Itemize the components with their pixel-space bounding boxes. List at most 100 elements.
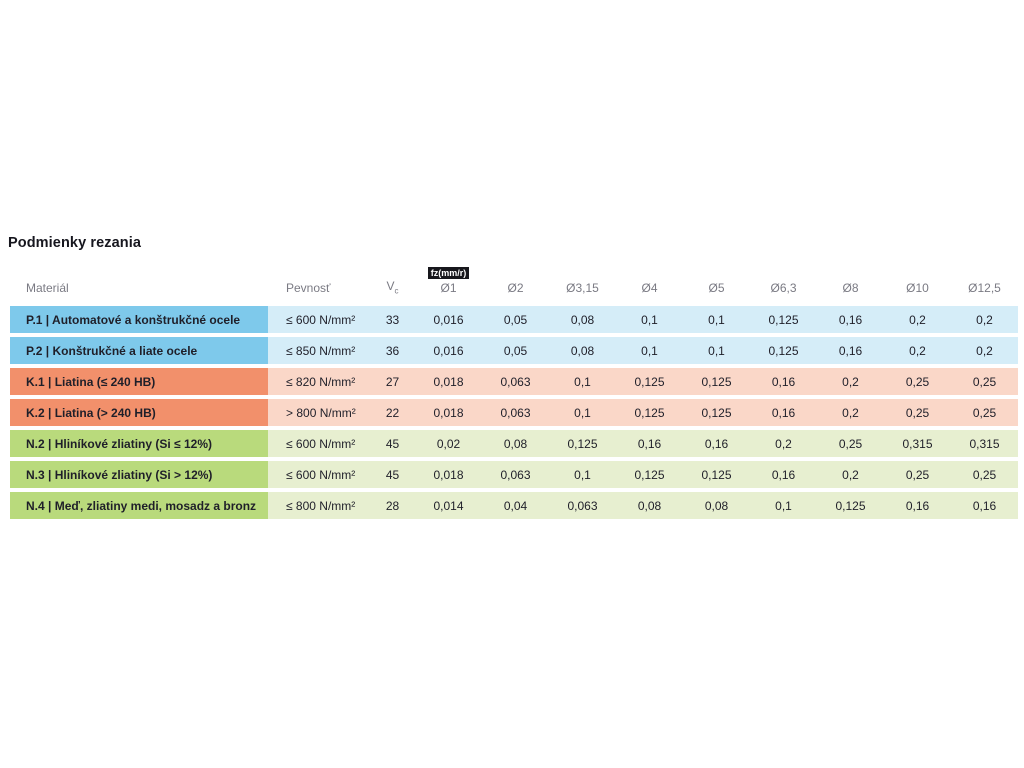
feed-cell: 0,1 [683,337,750,364]
feed-cell: 0,25 [951,461,1018,488]
feed-cell: 0,016 [415,306,482,333]
vc-symbol: V [386,278,395,293]
column-header-diameter-4: Ø4 [616,261,683,302]
feed-cell: 0,1 [683,306,750,333]
feed-cell: 0,25 [884,368,951,395]
strength-cell: ≤ 820 N/mm² [268,368,370,395]
feed-cell: 0,16 [817,337,884,364]
feed-cell: 0,018 [415,368,482,395]
feed-cell: 0,125 [683,368,750,395]
feed-cell: 0,2 [817,461,884,488]
feed-cell: 0,315 [884,430,951,457]
table-header-row: Materiál Pevnosť Vc fz(mm/r) Ø1 Ø2 Ø3,15… [10,261,1018,302]
strength-cell: ≤ 600 N/mm² [268,306,370,333]
table-row: K.2 | Liatina (> 240 HB) > 800 N/mm² 22 0,0… [10,399,1018,426]
diameter-label: Ø1 [440,281,457,295]
page-title: Podmienky rezania [8,235,142,251]
column-header-cutting-speed: Vc [370,261,415,302]
feed-cell: 0,125 [616,399,683,426]
material-cell: P.1 | Automatové a konštrukčné ocele [10,306,268,333]
feed-cell: 0,1 [549,399,616,426]
material-cell: N.3 | Hliníkové zliatiny (Si > 12%) [10,461,268,488]
strength-cell: ≤ 850 N/mm² [268,337,370,364]
feed-cell: 0,2 [951,306,1018,333]
feed-cell: 0,25 [884,399,951,426]
feed-cell: 0,125 [616,461,683,488]
feed-cell: 0,1 [750,492,817,519]
table-row: N.3 | Hliníkové zliatiny (Si > 12%) ≤ 600… [10,461,1018,488]
feed-cell: 0,063 [549,492,616,519]
feed-cell: 0,2 [951,337,1018,364]
feed-cell: 0,08 [683,492,750,519]
feed-cell: 0,125 [549,430,616,457]
feed-cell: 0,1 [616,306,683,333]
feed-cell: 0,1 [616,337,683,364]
feed-cell: 0,16 [616,430,683,457]
feed-cell: 0,16 [884,492,951,519]
feed-cell: 0,05 [482,306,549,333]
feed-cell: 0,125 [817,492,884,519]
feed-cell: 0,125 [750,337,817,364]
column-header-diameter-7: Ø8 [817,261,884,302]
feed-cell: 0,2 [817,368,884,395]
material-cell: K.2 | Liatina (> 240 HB) [10,399,268,426]
feed-cell: 0,25 [884,461,951,488]
feed-cell: 0,125 [616,368,683,395]
feed-cell: 0,05 [482,337,549,364]
feed-cell: 0,125 [683,399,750,426]
column-header-diameter-6: Ø6,3 [750,261,817,302]
column-header-diameter-1: fz(mm/r) Ø1 [415,261,482,302]
strength-cell: ≤ 600 N/mm² [268,461,370,488]
feed-cell: 0,08 [549,337,616,364]
feed-cell: 0,1 [549,461,616,488]
table-row: K.1 | Liatina (≤ 240 HB) ≤ 820 N/mm² 27 0,0… [10,368,1018,395]
fz-unit-badge: fz(mm/r) [427,267,470,279]
column-header-diameter-5: Ø5 [683,261,750,302]
feed-cell: 0,08 [482,430,549,457]
feed-cell: 0,063 [482,399,549,426]
vc-subscript: c [394,286,399,295]
feed-cell: 0,2 [750,430,817,457]
feed-cell: 0,02 [415,430,482,457]
feed-cell: 0,16 [750,461,817,488]
column-header-diameter-3: Ø3,15 [549,261,616,302]
cutting-speed-cell: 45 [370,430,415,457]
material-cell: N.4 | Meď, zliatiny medi, mosadz a bronz [10,492,268,519]
feed-cell: 0,018 [415,399,482,426]
feed-cell: 0,16 [951,492,1018,519]
feed-cell: 0,063 [482,368,549,395]
cutting-speed-cell: 45 [370,461,415,488]
feed-cell: 0,08 [549,306,616,333]
feed-cell: 0,04 [482,492,549,519]
cutting-speed-cell: 28 [370,492,415,519]
table-row: N.2 | Hliníkové zliatiny (Si ≤ 12%) ≤ 600… [10,430,1018,457]
feed-cell: 0,25 [951,399,1018,426]
feed-cell: 0,2 [884,306,951,333]
feed-cell: 0,125 [683,461,750,488]
column-header-diameter-9: Ø12,5 [951,261,1018,302]
feed-cell: 0,25 [817,430,884,457]
table-row: P.2 | Konštrukčné a liate ocele ≤ 850 N/m… [10,337,1018,364]
strength-cell: > 800 N/mm² [268,399,370,426]
feed-cell: 0,2 [817,399,884,426]
strength-cell: ≤ 800 N/mm² [268,492,370,519]
material-cell: K.1 | Liatina (≤ 240 HB) [10,368,268,395]
feed-cell: 0,063 [482,461,549,488]
cutting-speed-cell: 36 [370,337,415,364]
feed-cell: 0,014 [415,492,482,519]
column-header-diameter-8: Ø10 [884,261,951,302]
feed-cell: 0,16 [750,368,817,395]
cutting-speed-cell: 22 [370,399,415,426]
feed-cell: 0,315 [951,430,1018,457]
cutting-speed-cell: 27 [370,368,415,395]
feed-cell: 0,25 [951,368,1018,395]
table-row: P.1 | Automatové a konštrukčné ocele ≤ 60… [10,306,1018,333]
column-header-strength: Pevnosť [268,261,370,302]
feed-cell: 0,16 [750,399,817,426]
feed-cell: 0,08 [616,492,683,519]
strength-cell: ≤ 600 N/mm² [268,430,370,457]
table-row: N.4 | Meď, zliatiny medi, mosadz a bronz… [10,492,1018,519]
feed-cell: 0,1 [549,368,616,395]
column-header-diameter-2: Ø2 [482,261,549,302]
